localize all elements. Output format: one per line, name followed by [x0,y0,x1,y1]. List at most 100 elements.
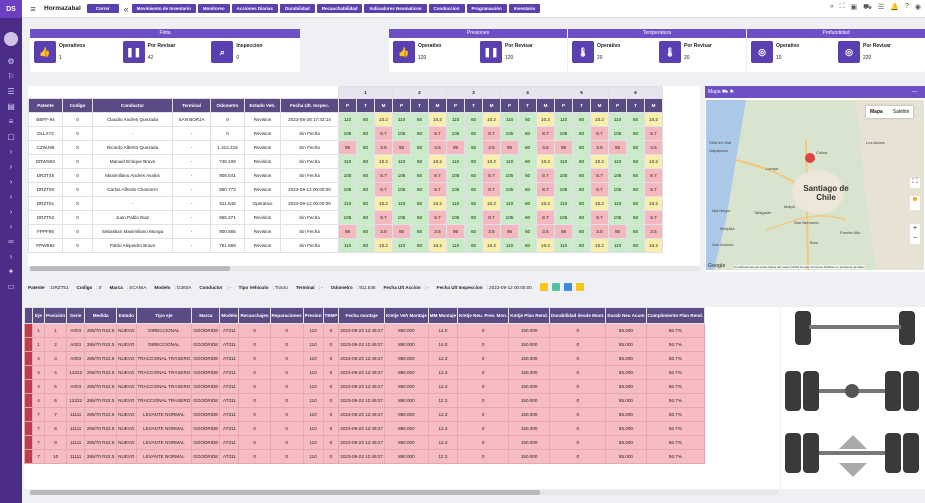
chevron-icon[interactable]: › [9,222,13,231]
sub-column-header[interactable]: P [446,98,465,113]
truck-icon[interactable]: ⛟ [863,4,872,11]
truck-icon[interactable]: ⛟ [721,89,729,95]
row-expand-icon[interactable] [24,421,33,436]
sub-column-header[interactable]: M [482,98,501,113]
column-header[interactable]: Durab Neu Acum [605,307,647,324]
user-icon[interactable]: ◉ [914,4,921,11]
sub-column-header[interactable]: T [410,98,429,113]
table-row[interactable]: FPPF96 0 Sebastian Maximiliano Munga -900.5… [28,224,663,239]
column-header[interactable]: Kmtje Veh Montaje [383,307,429,324]
sub-column-header[interactable]: P [608,98,627,113]
menu-icon[interactable]: ≡ [30,3,36,14]
column-header[interactable]: Terminal [172,98,211,113]
sub-column-header[interactable]: T [626,98,645,113]
table-row[interactable]: 7 9 11111 295/70 R22.5 NUEVO LEVANTE NORMAL GO… [24,435,706,450]
table-row[interactable]: FPWB82 0 Pablo Alejandro Bravo -761.889 Revi… [28,238,663,253]
refresh-icon[interactable] [551,283,560,291]
chevron-icon[interactable]: › [9,252,13,261]
help-icon[interactable]: ? [904,3,909,10]
chevron-icon[interactable]: › [9,192,13,201]
minimize-icon[interactable]: — [912,89,917,95]
row-expand-icon[interactable] [24,323,33,338]
column-header[interactable]: Estado Veh. [244,98,281,113]
nav-button-movimiento[interactable]: Movimiento de Inventario [131,4,196,13]
tire-table-scrollbar[interactable] [30,490,778,495]
chevron-icon[interactable]: › [9,207,13,216]
row-expand-icon[interactable] [24,449,33,464]
column-header[interactable]: Kmtje Neu. Prev. Mon. [457,307,510,324]
column-header[interactable]: Fecha Ult. Inspec. [280,98,339,113]
row-expand-icon[interactable] [24,435,33,450]
sub-column-header[interactable]: P [338,98,357,113]
dashboard-icon[interactable]: ⚙ [7,57,15,66]
warning-icon[interactable] [575,283,584,291]
column-header[interactable]: Estado [116,307,137,324]
table-row[interactable]: 4 6 12222 295/70 R22.5 NUEVO TRACCIONAL TRASE… [24,393,706,408]
nav-button-correr[interactable]: Correr [86,4,119,13]
nav-button-programacion[interactable]: Programación [466,4,507,13]
people-icon[interactable]: ☰ [7,87,15,96]
column-header[interactable]: Fecha montaje [338,307,385,324]
table-row[interactable]: 4 3 A003 295/70 R22.5 NUEVO TRACCIONAL TRASER… [24,351,706,366]
table-row[interactable]: DRZT46 0 Maximiliano Andres Avalos -908.541… [28,168,663,183]
chevron-icon[interactable]: › [9,147,13,156]
nav-button-recauchabilidad[interactable]: Recauchabilidad [316,4,363,13]
column-header[interactable]: Eje [32,307,45,324]
sub-column-header[interactable]: P [500,98,519,113]
nav-button-inventario[interactable]: Inventario [508,4,541,13]
table-row[interactable]: 7 7 11111 295/70 R22.5 NUEVO LEVANTE NORMAL GO… [24,407,706,422]
column-header[interactable]: Kmtje Plan Rend. [508,307,551,324]
satellite-tab[interactable]: Satélite [892,109,910,115]
column-header[interactable]: Cumplimiento Plan Rend. [645,307,706,324]
list-icon[interactable]: ☰ [877,4,885,11]
sub-column-header[interactable]: T [464,98,483,113]
column-header[interactable]: Posición [43,307,68,324]
nav-button-durabilidad[interactable]: Durabilidad [279,4,315,13]
column-header[interactable]: Recauchajes [238,307,271,324]
settings-icon[interactable]: ✱ [729,89,734,95]
fullscreen-icon[interactable]: ⛶ [910,178,920,188]
settings-icon[interactable]: ✦ [7,267,15,276]
column-header[interactable]: Patente [28,98,63,113]
column-header[interactable]: Codigo [62,98,93,113]
expand-icon[interactable]: » [829,3,834,10]
table-row[interactable]: DRZT51 0- -911.548 Operativo 2023-09-12 00:0… [28,196,663,211]
column-header[interactable]: Tipo eje [135,307,193,324]
column-header[interactable] [24,307,33,324]
row-expand-icon[interactable] [24,407,33,422]
zoom-controls[interactable]: + − [910,224,920,244]
avatar[interactable] [4,32,18,46]
nav-button-indicadores[interactable]: Indicadores Neumaticos [364,4,427,13]
row-expand-icon[interactable] [24,393,33,408]
sub-column-header[interactable]: T [572,98,591,113]
sub-column-header[interactable]: T [356,98,375,113]
column-header[interactable]: Marca [191,307,221,324]
chevron-icon[interactable]: › [9,177,13,186]
sub-column-header[interactable]: M [428,98,447,113]
table-row[interactable]: 1 1 A003 295/70 R22.5 NUEVO DIRECCIONAL GOODRI… [24,323,706,338]
column-header[interactable]: Presion [302,307,324,324]
link-icon[interactable]: ∞ [8,237,14,246]
sub-column-header[interactable]: M [590,98,609,113]
window-icon[interactable]: ▣ [850,4,858,11]
column-header[interactable]: Serie [66,307,86,324]
table-row[interactable]: DLLX72 0- -0 Revision Sin Fecha 105 60 8.7 105 60… [28,126,663,141]
column-header[interactable]: Durabilidad desde Mont. [549,307,607,324]
chart-icon[interactable]: ▤ [7,102,15,111]
column-header[interactable]: Reparaciones [269,307,304,324]
table-row[interactable]: 7 10 11111 295/70 R22.5 NUEVO LEVANTE NORMAL G… [24,449,706,464]
fullscreen-icon[interactable]: ⛶ [839,3,845,10]
table-row[interactable]: DRZT52 0 Juan Pablo Diaz -955.271 Revision Si… [28,210,663,225]
column-header[interactable]: Odometro [210,98,245,113]
table-row[interactable]: CZWJ96 0 Ricardo Alberto Quezada -1.312.215… [28,140,663,155]
fleet-icon[interactable]: ⚐ [7,72,15,81]
nav-button-monitoreo[interactable]: Monitoreo [197,4,230,13]
sub-column-header[interactable]: M [374,98,393,113]
sub-column-header[interactable]: P [392,98,411,113]
row-expand-icon[interactable] [24,351,33,366]
table-row[interactable]: DRZT50 0 Carlos Alfredo Chamorro -850.773 Re… [28,182,663,197]
sub-column-header[interactable]: P [554,98,573,113]
tools-icon[interactable] [563,283,572,291]
table-row[interactable]: BBFF-94 0 Claudio Andres Quezada SAN BORJA 0… [28,112,663,127]
map-canvas[interactable]: Mapa Satélite Santiago de Chile Viña del… [706,100,924,270]
